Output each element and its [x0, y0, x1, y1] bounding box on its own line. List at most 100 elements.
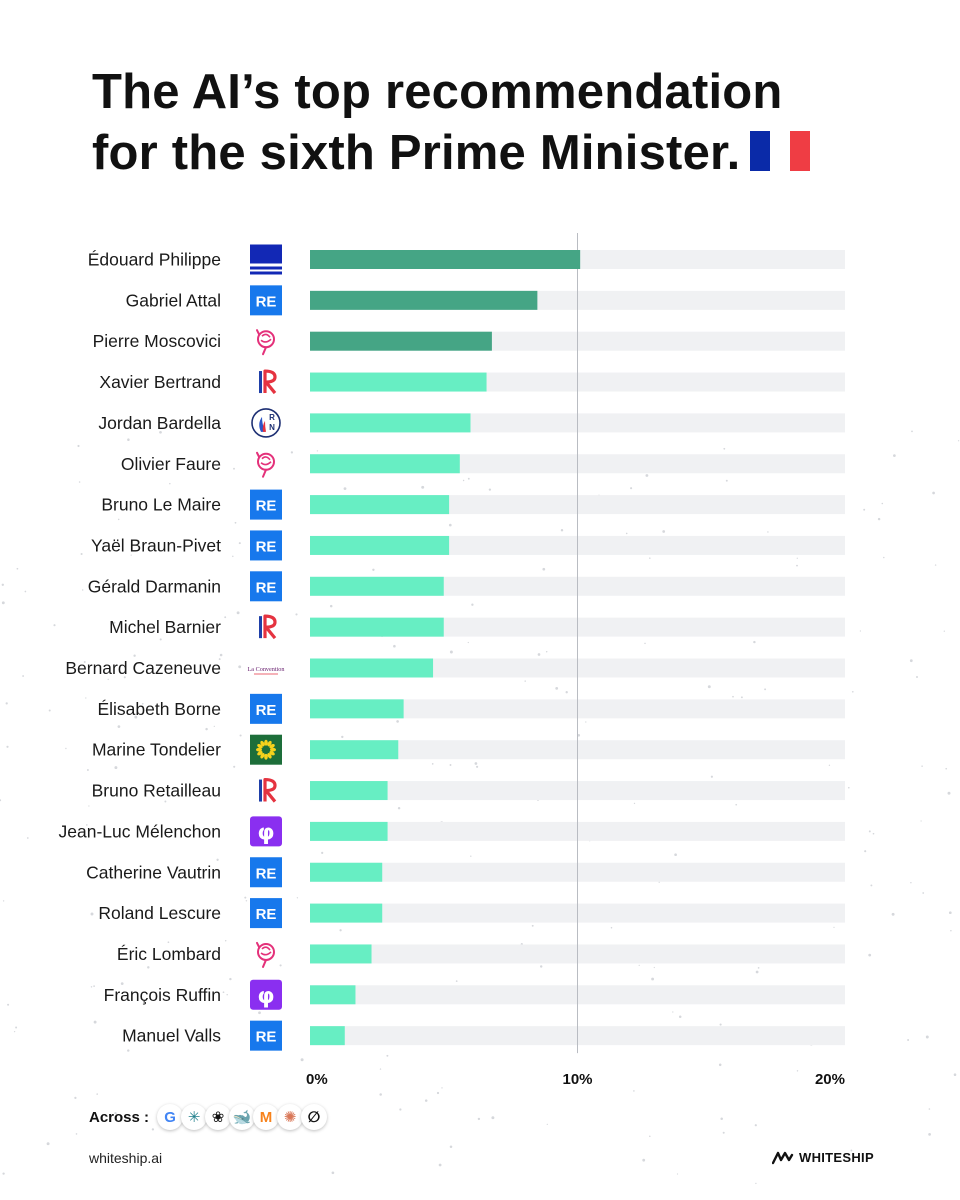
bg-dot	[678, 1015, 682, 1018]
lr-letter-r	[263, 777, 277, 803]
bg-dot	[542, 567, 546, 571]
bg-dot	[90, 912, 94, 916]
bg-dot	[1, 601, 5, 605]
bg-dot	[372, 568, 375, 571]
bg-dot	[296, 897, 299, 899]
footer-url: whiteship.ai	[89, 1150, 163, 1166]
bg-dot	[796, 564, 798, 567]
category-label-edouard-philippe: Édouard Philippe	[88, 250, 221, 270]
rn-circle	[251, 408, 281, 438]
bar-manuel-valls	[310, 1026, 345, 1046]
sunflower-petal	[269, 751, 275, 756]
bg-dot	[233, 467, 235, 470]
bg-dot	[86, 769, 89, 771]
bar-catherine-vautrin	[310, 862, 383, 882]
bg-dot	[957, 440, 960, 442]
bg-dot	[449, 764, 452, 766]
bar-eric-lombard	[310, 944, 372, 964]
bg-dot	[159, 430, 162, 434]
category-label-marine-tondelier: Marine Tondelier	[92, 740, 221, 760]
bg-dot	[755, 970, 759, 974]
bg-dot	[151, 1128, 155, 1131]
rose-bloom	[257, 452, 275, 471]
renaissance-tile	[250, 857, 282, 888]
bg-dot	[907, 1039, 910, 1041]
bg-dot	[828, 764, 831, 766]
bg-dot	[386, 1054, 389, 1057]
bg-dot	[448, 523, 452, 527]
category-label-gerald-darmanin: Gérald Darmanin	[88, 576, 221, 596]
bg-dot	[732, 695, 734, 698]
rose-bloom	[257, 942, 275, 961]
bg-dot	[948, 911, 952, 915]
rose-stem	[256, 451, 267, 478]
ps-rose-logo	[256, 451, 275, 478]
bg-dot	[796, 557, 798, 559]
category-label-olivier-faure: Olivier Faure	[121, 454, 221, 474]
bg-dot	[379, 1068, 382, 1070]
bg-dot	[565, 691, 568, 694]
models-row: Across : G ✳ ❀ 🐋 M ✺ ∅	[89, 1104, 328, 1130]
bg-dot	[396, 720, 399, 723]
bg-dot	[754, 1124, 757, 1127]
bg-dot	[2, 1172, 5, 1175]
brand-name: WHITESHIP	[799, 1150, 874, 1165]
bg-dot	[644, 642, 646, 645]
bg-dot	[805, 1154, 808, 1156]
bg-dot	[891, 912, 895, 916]
rose-stem	[256, 329, 267, 356]
bg-dot	[476, 765, 479, 768]
bg-dot	[236, 611, 240, 615]
bar-bruno-le-maire	[310, 495, 450, 515]
bg-dot	[950, 929, 952, 932]
lr-letter-l	[259, 371, 262, 394]
french-flag-icon	[750, 125, 811, 171]
bg-dot	[127, 438, 130, 441]
la-france-insoumise-logo: φ	[250, 816, 282, 847]
renaissance-tile	[250, 693, 282, 724]
rose-petals	[260, 456, 272, 466]
bg-dot	[883, 556, 885, 559]
bg-dot	[48, 709, 51, 712]
bg-dot	[85, 697, 87, 699]
bg-dot	[397, 806, 401, 810]
bg-dot	[218, 658, 221, 661]
renaissance-label: RE	[256, 906, 277, 923]
bg-dot	[953, 1073, 957, 1076]
renaissance-label: RE	[256, 702, 277, 719]
renaissance-logo: RE	[250, 489, 282, 520]
bg-dot	[321, 851, 324, 855]
bg-dot	[537, 653, 541, 656]
bg-dot	[80, 552, 83, 556]
bg-dot	[662, 530, 666, 533]
bg-dot	[877, 517, 881, 521]
bg-dot	[539, 965, 543, 968]
bg-dot	[2, 900, 5, 902]
bg-dot	[531, 924, 534, 927]
bg-dot	[114, 766, 118, 770]
bg-dot	[796, 1070, 799, 1072]
perplexity-logo: ✳	[181, 1104, 208, 1130]
category-label-jordan-bardella: Jordan Bardella	[98, 413, 221, 433]
bg-dot	[859, 630, 862, 632]
bg-dot	[96, 1093, 98, 1095]
lr-letter-l	[259, 779, 262, 802]
bg-dot	[757, 967, 760, 969]
bg-dot	[932, 491, 935, 495]
renaissance-tile	[250, 530, 282, 561]
bg-dot	[245, 900, 248, 902]
sunflower-petal	[267, 740, 272, 747]
bg-dot	[13, 1030, 16, 1033]
bg-dot	[239, 734, 242, 737]
category-label-manuel-valls: Manuel Valls	[122, 1026, 221, 1046]
bg-dot	[725, 479, 728, 482]
bg-dot	[934, 564, 937, 566]
bg-dot	[331, 1171, 335, 1175]
bg-dot	[167, 941, 170, 944]
bg-dot	[755, 1182, 757, 1185]
category-label-francois-ruffin: François Ruffin	[104, 985, 221, 1005]
bg-dot	[114, 1112, 117, 1115]
bg-dot	[922, 892, 925, 894]
category-label-roland-lescure: Roland Lescure	[98, 903, 221, 923]
bg-dot	[238, 542, 241, 545]
